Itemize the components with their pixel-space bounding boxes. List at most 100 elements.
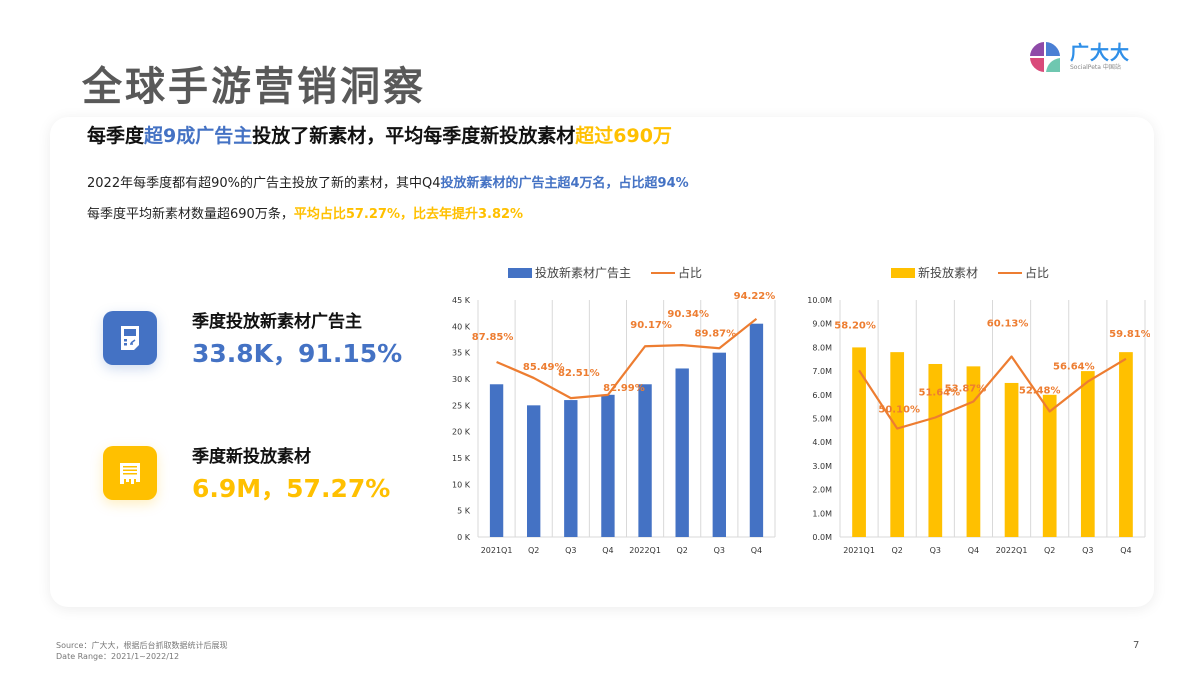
bar [601, 394, 615, 537]
data-label: 60.13% [987, 319, 1029, 330]
data-label: 53.87% [945, 383, 987, 394]
bar [638, 384, 652, 537]
y-tick-label: 15 K [452, 454, 471, 463]
data-label: 59.81% [1109, 329, 1150, 340]
bar [527, 405, 541, 537]
data-label: 50.10% [878, 405, 920, 416]
document-stack-icon [103, 446, 157, 500]
y-tick-label: 6.0M [812, 391, 832, 400]
description-text: 2022年每季度都有超90%的广告主投放了新的素材，其中Q4 [87, 176, 441, 191]
footer: Source：广大大，根据后台抓取数据统计后展现 Date Range：2021… [56, 640, 227, 662]
legend-item-line: 占比 [651, 264, 702, 281]
x-tick-label: Q4 [968, 546, 979, 555]
page-title: 全球手游营销洞察 [82, 64, 426, 110]
data-label: 51.64% [918, 387, 960, 398]
kpi-label: 季度新投放素材 [192, 447, 311, 467]
ratio-line [858, 355, 1127, 430]
headline-highlight-yellow: 超过690万 [575, 125, 672, 147]
chart-advertisers-plot: 0 K 5 K 10 K 15 K 20 K 25 K 30 K 35 K 40 K 45 K 20… [452, 291, 776, 555]
kpi-advertisers: 季度投放新素材广告主 33.8K，91.15% [103, 311, 402, 371]
bar [489, 384, 504, 537]
source-note: Source：广大大，根据后台抓取数据统计后展现 [56, 641, 228, 650]
ratio-line [496, 317, 758, 400]
logo: 广大大 SocialPeta 中国站 [1028, 37, 1158, 77]
legend-item-bar: 投放新素材广告主 [507, 264, 631, 281]
data-label: 56.64% [1053, 362, 1095, 373]
legend-bar-swatch [890, 267, 915, 278]
y-tick-label: 10.0M [807, 296, 832, 305]
y-tick-label: 1.0M [812, 509, 832, 518]
x-tick-label: Q4 [1120, 546, 1131, 555]
x-tick-label: Q2 [676, 546, 687, 555]
x-tick-label: Q2 [1044, 546, 1055, 555]
description-emphasis: 平均占比57.27%，比去年提升3.82% [293, 207, 524, 222]
kpi-label: 季度投放新素材广告主 [192, 312, 362, 332]
x-tick-label: 2022Q1 [629, 546, 661, 555]
description-line-1: 2022年每季度都有超90%的广告主投放了新的素材，其中Q4投放新素材的广告主超… [87, 172, 689, 191]
x-tick-label: Q3 [714, 546, 725, 555]
legend-label: 新投放素材 [917, 266, 978, 280]
y-tick-label: 8.0M [812, 343, 832, 352]
y-tick-label: 3.0M [812, 462, 832, 471]
data-label: 58.20% [834, 320, 876, 331]
legend-item-bar: 新投放素材 [890, 264, 978, 281]
bar [890, 352, 905, 537]
data-label: 89.87% [694, 328, 736, 339]
y-tick-label: 9.0M [812, 320, 832, 329]
bar [1119, 352, 1133, 537]
x-tick-label: 2022Q1 [996, 546, 1028, 555]
legend-label: 占比 [678, 266, 703, 280]
x-tick-label: Q3 [1082, 546, 1093, 555]
x-tick-label: Q4 [602, 546, 613, 555]
logo-name: 广大大 [1070, 41, 1131, 64]
data-label: 94.22% [734, 291, 776, 302]
bar [712, 352, 726, 537]
data-label: 82.99% [603, 383, 645, 394]
date-range-note: Date Range：2021/1~2022/12 [56, 652, 180, 661]
page-number: 7 [1133, 640, 1140, 651]
data-label: 90.17% [630, 320, 672, 331]
legend-item-line: 占比 [998, 264, 1049, 281]
data-label: 82.51% [558, 368, 600, 379]
headline-highlight-blue: 超9成广告主 [144, 125, 253, 147]
kpi-value: 6.9M，57.27% [192, 474, 391, 503]
y-tick-label: 10 K [452, 480, 471, 489]
kpi-value: 33.8K，91.15% [192, 339, 403, 368]
data-label: 87.85% [472, 332, 514, 343]
data-label: 52.48% [1019, 385, 1061, 396]
data-label: 90.34% [667, 309, 709, 320]
legend-bar-swatch [507, 267, 532, 278]
y-tick-label: 20 K [452, 428, 471, 437]
bar [749, 323, 764, 537]
x-tick-label: Q3 [930, 546, 941, 555]
x-tick-label: 2021Q1 [843, 546, 875, 555]
y-tick-label: 5.0M [812, 415, 832, 424]
y-tick-label: 7.0M [812, 367, 832, 376]
game-device-icon [103, 311, 157, 365]
y-tick-label: 35 K [452, 349, 471, 358]
bar [966, 366, 981, 537]
y-tick-label: 45 K [452, 296, 471, 305]
bar [852, 347, 866, 537]
headline-part: 每季度 [87, 125, 145, 147]
y-tick-label: 0 K [457, 533, 471, 542]
x-tick-label: Q3 [565, 546, 576, 555]
legend-line-swatch [998, 271, 1022, 274]
description-emphasis: 投放新素材的广告主超4万名，占比超94% [440, 176, 689, 191]
chart-legend: 新投放素材 占比 [790, 264, 1150, 281]
chart-legend: 投放新素材广告主 占比 [430, 264, 780, 281]
chart-new-creatives-plot: 0.0M 1.0M 2.0M 3.0M 4.0M 5.0M 6.0M 7.0M 8.0M 9.0M… [807, 296, 1150, 555]
logo-subtitle: SocialPeta 中国站 [1070, 63, 1121, 71]
description-text: 每季度平均新素材数量超690万条， [87, 207, 294, 222]
data-label: 85.49% [523, 362, 565, 373]
bar [1042, 394, 1057, 537]
headline-part: 投放了新素材，平均每季度新投放素材 [252, 125, 576, 147]
y-tick-label: 2.0M [812, 486, 832, 495]
legend-label: 投放新素材广告主 [534, 266, 631, 280]
y-tick-label: 40 K [452, 322, 471, 331]
kpi-new-creatives: 季度新投放素材 6.9M，57.27% [103, 446, 390, 506]
bar [1004, 382, 1019, 537]
y-tick-label: 4.0M [812, 438, 832, 447]
y-tick-label: 30 K [452, 375, 471, 384]
bar [928, 363, 943, 537]
